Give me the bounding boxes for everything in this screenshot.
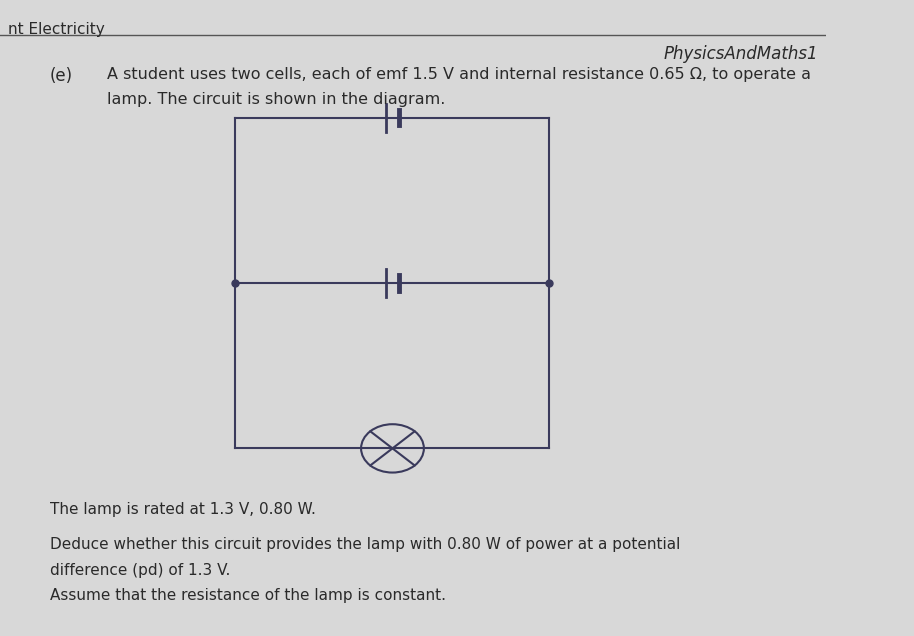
Text: Assume that the resistance of the lamp is constant.: Assume that the resistance of the lamp i… [49, 588, 446, 604]
Text: The lamp is rated at 1.3 V, 0.80 W.: The lamp is rated at 1.3 V, 0.80 W. [49, 502, 315, 518]
Text: difference (pd) of 1.3 V.: difference (pd) of 1.3 V. [49, 563, 230, 578]
Text: Deduce whether this circuit provides the lamp with 0.80 W of power at a potentia: Deduce whether this circuit provides the… [49, 537, 680, 553]
Text: (e): (e) [49, 67, 73, 85]
Text: PhysicsAndMaths1: PhysicsAndMaths1 [664, 45, 818, 62]
Text: A student uses two cells, each of emf 1.5 V and internal resistance 0.65 Ω, to o: A student uses two cells, each of emf 1.… [108, 67, 812, 82]
Text: nt Electricity: nt Electricity [8, 22, 105, 38]
Text: lamp. The circuit is shown in the diagram.: lamp. The circuit is shown in the diagra… [108, 92, 446, 107]
